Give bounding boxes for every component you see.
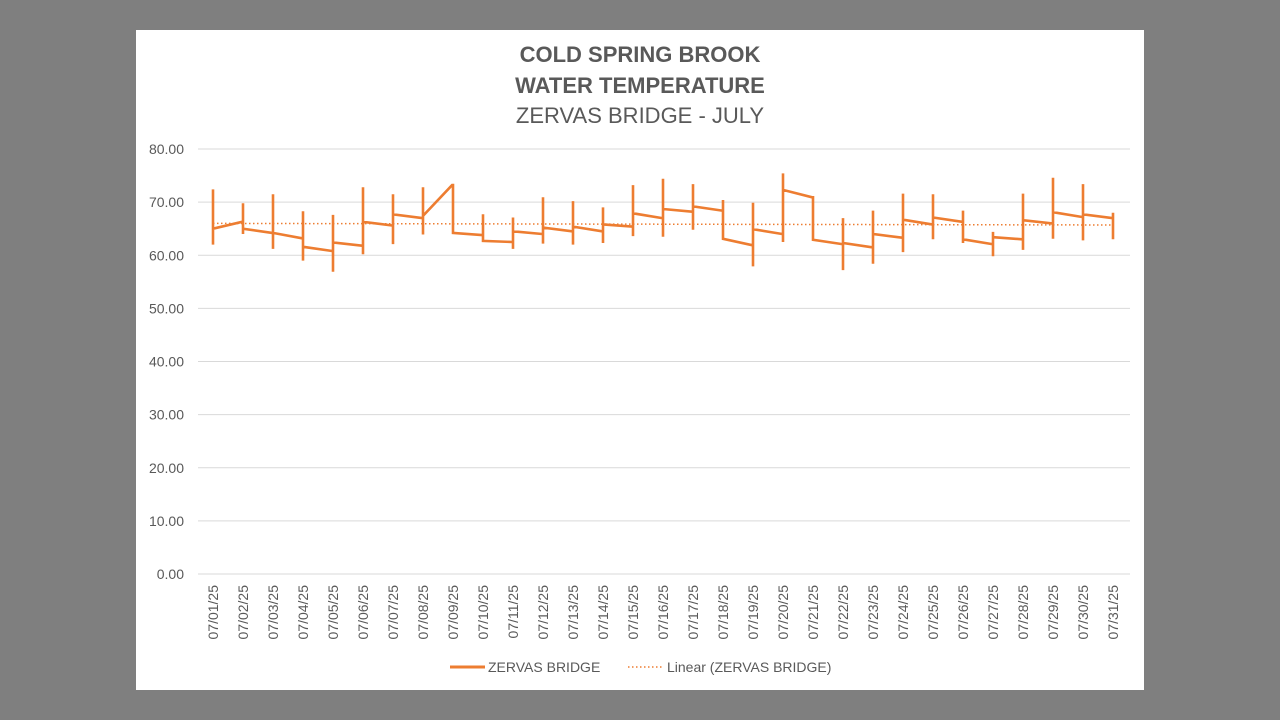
x-tick-label: 07/23/25 [865, 585, 881, 640]
gridlines [198, 148, 1130, 575]
chart-title-line-2: WATER TEMPERATURE [515, 73, 765, 98]
x-tick-label: 07/08/25 [415, 585, 431, 640]
x-tick-label: 07/15/25 [625, 585, 641, 640]
x-tick-label: 07/06/25 [355, 585, 371, 640]
legend-label-zervas-bridge: ZERVAS BRIDGE [488, 659, 600, 675]
x-tick-label: 07/02/25 [235, 585, 251, 640]
x-tick-label: 07/25/25 [925, 585, 941, 640]
y-tick-label: 10.00 [149, 513, 184, 529]
x-tick-label: 07/28/25 [1015, 585, 1031, 640]
x-tick-label: 07/05/25 [325, 585, 341, 640]
x-tick-label: 07/26/25 [955, 585, 971, 640]
x-tick-label: 07/17/25 [685, 585, 701, 640]
x-tick-label: 07/30/25 [1075, 585, 1091, 640]
y-axis-tick-labels: 0.00 10.00 20.00 30.00 40.00 50.00 60.00 70.00 8… [149, 141, 184, 582]
x-axis-tick-labels: 07/01/25 07/02/25 07/03/25 07/04/25 07/05/25… [205, 585, 1121, 640]
x-tick-label: 07/07/25 [385, 585, 401, 640]
y-tick-label: 60.00 [149, 247, 184, 263]
x-tick-label: 07/31/25 [1105, 585, 1121, 640]
y-tick-label: 20.00 [149, 460, 184, 476]
x-tick-label: 07/16/25 [655, 585, 671, 640]
x-tick-label: 07/12/25 [535, 585, 551, 640]
x-tick-label: 07/10/25 [475, 585, 491, 640]
y-tick-label: 30.00 [149, 407, 184, 423]
legend-label-linear-trend: Linear (ZERVAS BRIDGE) [667, 659, 831, 675]
chart-svg: COLD SPRING BROOK WATER TEMPERATURE ZERV… [149, 42, 1130, 675]
y-tick-label: 80.00 [149, 141, 184, 157]
x-tick-label: 07/29/25 [1045, 585, 1061, 640]
chart-title-line-1: COLD SPRING BROOK [520, 42, 761, 67]
y-tick-label: 0.00 [157, 566, 184, 582]
y-tick-label: 50.00 [149, 300, 184, 316]
y-tick-label: 70.00 [149, 194, 184, 210]
chart-title-line-3: ZERVAS BRIDGE - JULY [516, 103, 764, 128]
x-tick-label: 07/14/25 [595, 585, 611, 640]
x-tick-label: 07/09/25 [445, 585, 461, 640]
x-tick-label: 07/21/25 [805, 585, 821, 640]
x-tick-label: 07/04/25 [295, 585, 311, 640]
x-tick-label: 07/13/25 [565, 585, 581, 640]
x-tick-label: 07/01/25 [205, 585, 221, 640]
x-tick-label: 07/22/25 [835, 585, 851, 640]
x-tick-label: 07/11/25 [505, 585, 521, 639]
x-tick-label: 07/03/25 [265, 585, 281, 640]
y-tick-label: 40.00 [149, 354, 184, 370]
x-tick-label: 07/18/25 [715, 585, 731, 640]
x-tick-label: 07/27/25 [985, 585, 1001, 640]
series-line-zervas-bridge [211, 173, 1115, 272]
chart-card: COLD SPRING BROOK WATER TEMPERATURE ZERV… [136, 30, 1144, 690]
x-tick-label: 07/19/25 [745, 585, 761, 640]
legend: ZERVAS BRIDGE Linear (ZERVAS BRIDGE) [450, 659, 831, 675]
x-tick-label: 07/24/25 [895, 585, 911, 640]
x-tick-label: 07/20/25 [775, 585, 791, 640]
series-layer [211, 173, 1115, 272]
